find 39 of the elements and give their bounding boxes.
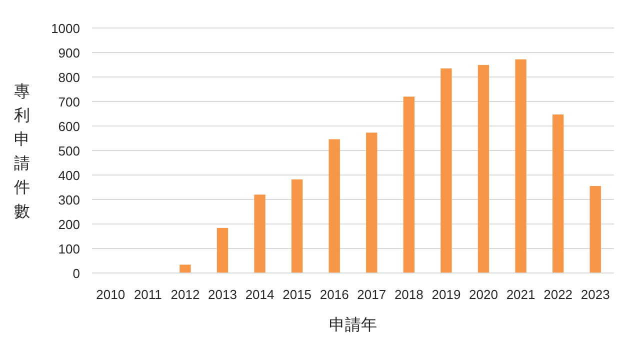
bar (366, 132, 378, 273)
x-tick-label: 2013 (208, 287, 237, 302)
x-tick-label: 2010 (96, 287, 126, 302)
x-tick-label: 2019 (432, 287, 461, 302)
y-axis-title: 專利申請件數 (14, 82, 30, 220)
x-tick-label: 2020 (469, 287, 498, 302)
y-tick-label: 600 (58, 119, 80, 134)
x-tick-label: 2014 (245, 287, 274, 302)
y-tick-label: 1000 (51, 21, 80, 36)
bar (478, 64, 490, 273)
x-tick-label: 2016 (320, 287, 349, 302)
bar (291, 179, 303, 273)
x-axis-title: 申請年 (329, 316, 377, 334)
bar (328, 139, 340, 273)
bar (216, 228, 228, 273)
y-tick-label: 900 (58, 46, 80, 60)
x-tick-label: 2023 (580, 287, 610, 302)
y-tick-label: 400 (58, 168, 80, 183)
y-tick-label: 200 (58, 217, 80, 232)
x-tick-label: 2015 (282, 287, 312, 302)
x-tick-label: 2012 (170, 287, 200, 302)
bar (180, 264, 191, 273)
bar (552, 114, 564, 273)
x-tick-label: 2022 (544, 287, 573, 302)
bar (590, 186, 601, 273)
bar (254, 194, 266, 273)
x-tick-label: 2011 (134, 287, 162, 302)
x-tick-label: 2017 (357, 287, 386, 302)
x-tick-label: 2021 (506, 287, 536, 302)
y-tick-label: 500 (58, 144, 80, 158)
bar (515, 59, 526, 273)
y-tick-label: 0 (72, 266, 80, 281)
bar (403, 96, 415, 273)
bar (440, 68, 452, 273)
y-tick-label: 100 (58, 242, 80, 256)
x-tick-label: 2018 (394, 287, 424, 302)
y-tick-label: 300 (58, 192, 80, 208)
y-tick-label: 700 (58, 94, 80, 110)
y-tick-label: 800 (58, 70, 80, 85)
